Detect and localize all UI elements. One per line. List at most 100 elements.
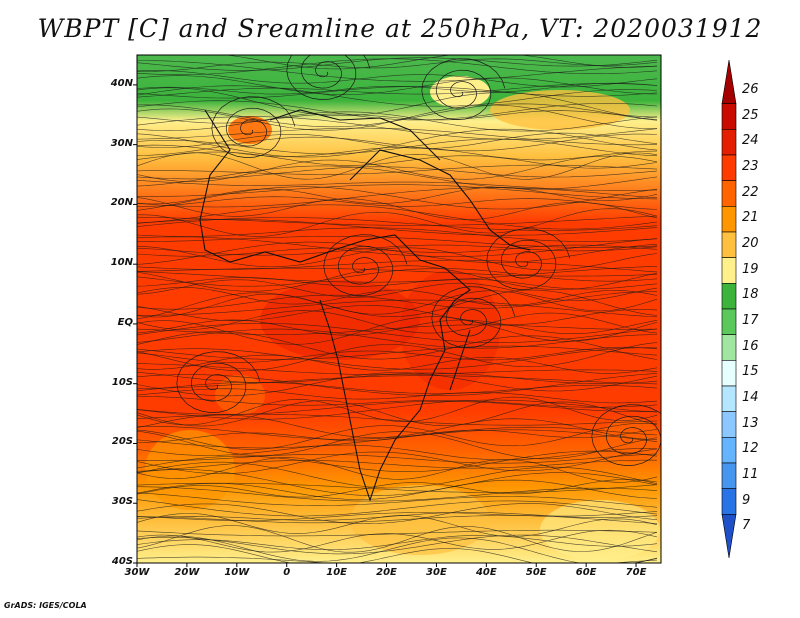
streamline xyxy=(137,85,658,107)
colorbar-swatch xyxy=(721,59,737,104)
colorbar-swatch xyxy=(721,360,737,387)
streamline xyxy=(137,331,658,360)
colorbar-level-label: 25 xyxy=(742,107,759,123)
streamline xyxy=(137,544,658,563)
vortex-streamline xyxy=(486,228,571,290)
streamline xyxy=(137,259,658,273)
map-title: WBPT [C] and Sreamline at 250hPa, VT: 20… xyxy=(37,14,763,43)
lon-label: 70E xyxy=(625,567,647,578)
streamline xyxy=(137,138,658,157)
streamline xyxy=(137,83,658,98)
colorbar-swatch xyxy=(721,385,737,412)
streamline xyxy=(137,535,658,563)
colorbar-swatch xyxy=(721,257,737,284)
vortex-streamline xyxy=(286,55,371,100)
streamline xyxy=(137,266,658,283)
streamline xyxy=(137,58,658,75)
streamline xyxy=(137,215,658,226)
colorbar-level-label: 9 xyxy=(742,492,751,508)
streamline xyxy=(137,104,657,131)
streamline xyxy=(137,324,658,335)
lat-label: 20S xyxy=(111,436,133,448)
streamline xyxy=(137,525,658,553)
streamline xyxy=(137,346,658,363)
streamline xyxy=(137,461,658,489)
lat-label: 40S xyxy=(111,556,133,567)
streamline xyxy=(137,111,658,132)
colorbar-swatch xyxy=(721,308,737,335)
lat-label: 10S xyxy=(111,376,133,388)
streamline xyxy=(137,279,658,302)
vortex-streamline xyxy=(323,234,408,296)
streamline xyxy=(137,60,658,82)
streamline xyxy=(137,100,658,121)
streamline xyxy=(137,184,658,200)
map-frame xyxy=(136,54,662,564)
streamline xyxy=(137,399,658,420)
colorbar-level-label: 20 xyxy=(742,235,759,251)
colorbar-level-label: 22 xyxy=(742,184,759,200)
colorbar-swatch xyxy=(721,231,737,258)
streamline xyxy=(137,310,658,334)
streamline xyxy=(137,208,658,237)
streamline xyxy=(137,127,658,146)
streamline xyxy=(137,82,658,95)
streamline xyxy=(137,187,658,208)
streamline xyxy=(137,245,658,271)
vortex-streamline xyxy=(421,58,506,120)
lon-label: 20W xyxy=(174,567,200,578)
colorbar-level-label: 24 xyxy=(742,133,759,149)
streamline xyxy=(137,277,658,290)
lon-label: 50E xyxy=(525,567,547,578)
lon-label: 10W xyxy=(224,567,250,578)
streamline xyxy=(137,322,658,344)
colorbar-level-label: 16 xyxy=(742,338,759,354)
streamline xyxy=(137,244,658,256)
colorbar-swatch xyxy=(721,437,737,464)
streamline xyxy=(137,556,658,563)
lon-label: 40E xyxy=(475,567,497,578)
streamline xyxy=(137,152,658,180)
colorbar-swatch xyxy=(721,206,737,233)
streamline xyxy=(137,372,658,397)
vortex-streamline xyxy=(591,404,661,466)
colorbar xyxy=(721,59,737,559)
streamline xyxy=(137,155,658,182)
colorbar-level-label: 12 xyxy=(742,441,759,457)
colorbar-level-label: 11 xyxy=(742,466,759,482)
streamline xyxy=(137,381,658,394)
streamline xyxy=(137,395,658,408)
streamline xyxy=(137,299,658,318)
streamline xyxy=(137,388,658,404)
colorbar-level-label: 21 xyxy=(742,210,759,226)
lon-label: 10E xyxy=(326,567,347,578)
colorbar-swatch xyxy=(721,462,737,489)
streamline xyxy=(137,197,658,221)
wbpt-field xyxy=(137,55,661,563)
streamline xyxy=(137,457,658,483)
streamline xyxy=(137,529,658,553)
streamline xyxy=(137,57,658,71)
streamline xyxy=(137,499,658,517)
streamline xyxy=(137,86,658,99)
streamline xyxy=(137,453,658,464)
streamline xyxy=(137,430,658,460)
streamline xyxy=(137,444,658,461)
lat-label: 30N xyxy=(110,137,133,149)
colorbar-swatch xyxy=(721,103,737,130)
coastline xyxy=(199,109,531,502)
colorbar-level-label: 18 xyxy=(742,287,759,303)
streamline xyxy=(137,244,658,257)
colorbar-level-label: 23 xyxy=(742,158,759,174)
streamline xyxy=(137,165,658,190)
streamline xyxy=(137,204,658,230)
colorbar-swatch xyxy=(721,129,737,156)
lat-label: 30S xyxy=(111,496,133,508)
streamline xyxy=(137,347,658,370)
streamline xyxy=(137,166,658,180)
streamline xyxy=(137,55,658,70)
vortex-streamline xyxy=(211,96,296,158)
colorbar-level-label: 15 xyxy=(742,364,759,380)
streamline xyxy=(137,513,658,537)
colorbar-swatch xyxy=(721,514,737,559)
